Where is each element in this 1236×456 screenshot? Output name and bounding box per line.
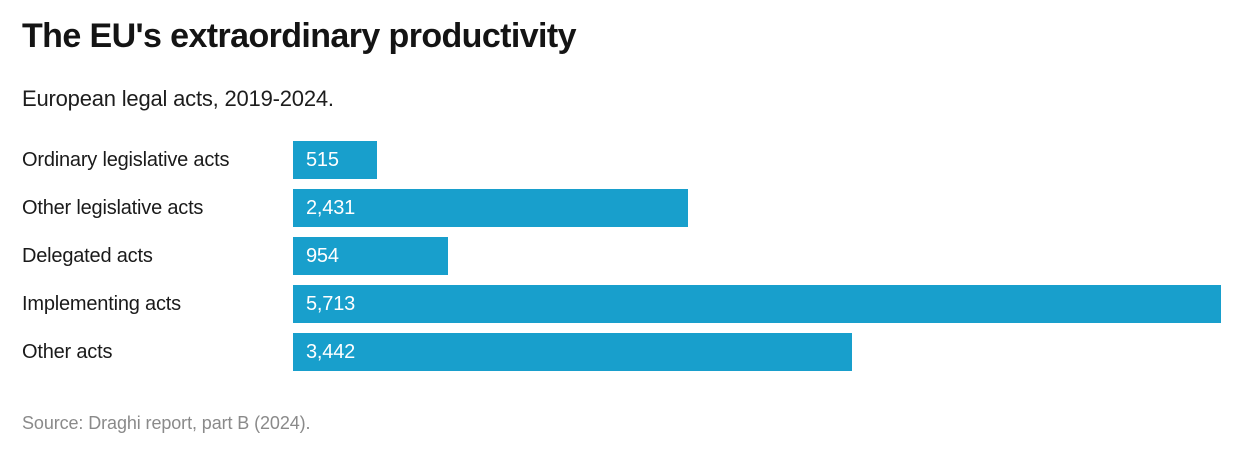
bar-track: 5,713 [293,285,1221,323]
bar-track: 3,442 [293,333,1221,371]
value-label: 2,431 [306,196,356,219]
category-label: Other legislative acts [22,196,204,219]
source-note: Source: Draghi report, part B (2024). [22,413,311,433]
bar-row: Ordinary legislative acts 515 [22,141,1221,179]
bar: 515 [293,141,377,179]
bar: 5,713 [293,285,1221,323]
bar: 2,431 [293,189,688,227]
value-label: 954 [306,244,339,267]
value-label: 3,442 [306,340,356,363]
value-label: 5,713 [306,292,356,315]
bar-row: Implementing acts 5,713 [22,285,1221,323]
bar-row: Other acts 3,442 [22,333,1221,371]
category-label: Other acts [22,340,113,363]
bar-chart: Ordinary legislative acts 515 Other legisl… [22,141,1221,371]
bar-row: Other legislative acts 2,431 [22,189,1221,227]
category-label: Ordinary legislative acts [22,148,230,171]
bar: 954 [293,237,448,275]
chart-subtitle: European legal acts, 2019-2024. [22,86,334,111]
chart-title: The EU's extraordinary productivity [22,17,577,55]
bar: 3,442 [293,333,853,371]
category-label: Implementing acts [22,292,181,315]
bar-track: 954 [293,237,1221,275]
bar-row: Delegated acts 954 [22,237,1221,275]
bar-track: 515 [293,141,1221,179]
value-label: 515 [306,148,339,171]
bar-track: 2,431 [293,189,1221,227]
category-label: Delegated acts [22,244,153,267]
